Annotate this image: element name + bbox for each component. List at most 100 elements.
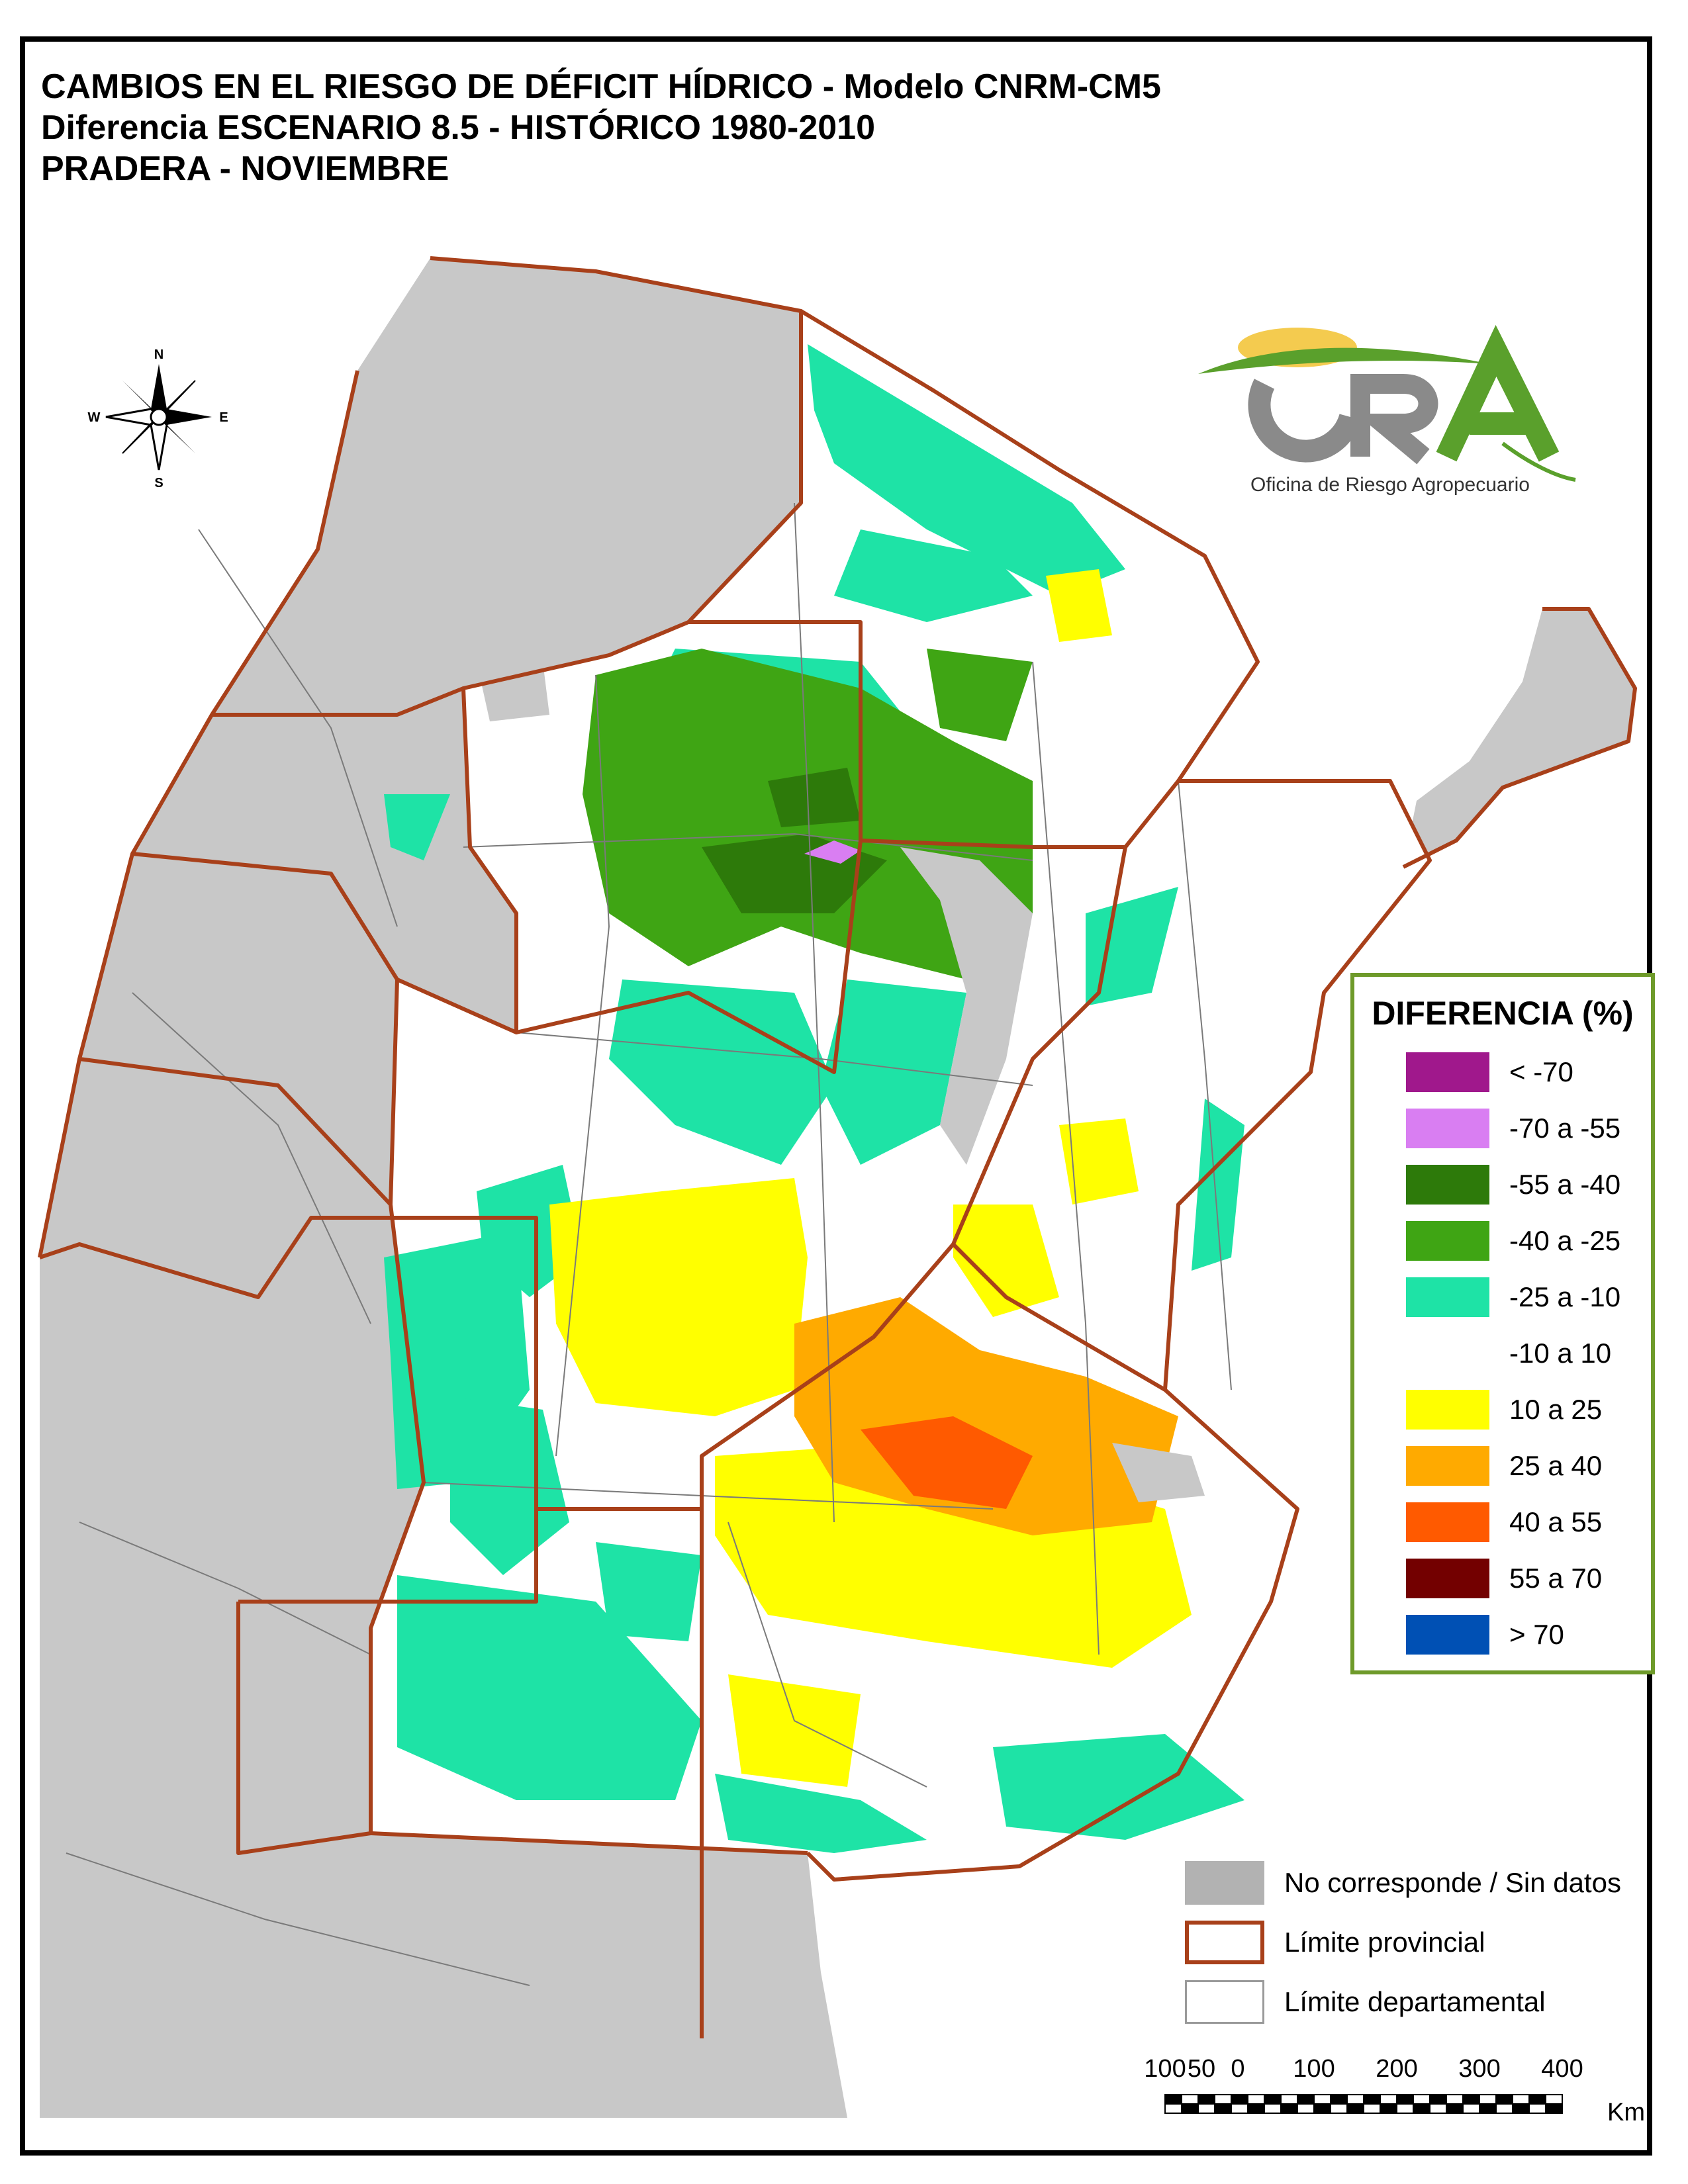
compass-n: N <box>154 347 164 362</box>
legend-swatch <box>1406 1559 1489 1598</box>
legend-label: -55 a -40 <box>1509 1169 1621 1200</box>
scale-segment <box>1462 2103 1480 2114</box>
legend-swatch <box>1406 1165 1489 1205</box>
boundary-legend-label: Límite departamental <box>1284 1986 1546 2017</box>
no-data-patches <box>477 662 1205 1502</box>
map-title: CAMBIOS EN EL RIESGO DE DÉFICIT HÍDRICO … <box>41 66 1161 189</box>
ora-logo-icon: Oficina de Riesgo Agropecuario <box>1198 324 1576 496</box>
scale-segment <box>1231 2094 1248 2105</box>
scale-segment <box>1197 2103 1215 2114</box>
legend-label: 40 a 55 <box>1509 1506 1603 1537</box>
scale-segment <box>1479 2094 1497 2105</box>
legend-label: -70 a -55 <box>1509 1113 1621 1144</box>
legend-item: -40 a -25 <box>1406 1220 1620 1262</box>
scale-segment <box>1446 2094 1464 2105</box>
legend-swatch <box>1406 1052 1489 1092</box>
scale-segment <box>1346 2103 1364 2114</box>
scale-segment <box>1330 2103 1348 2114</box>
scale-segment <box>1462 2094 1480 2105</box>
scale-segment <box>1264 2094 1282 2105</box>
scale-tick-label: 0 <box>1231 2055 1245 2083</box>
legend-item: > 70 <box>1406 1614 1564 1656</box>
scale-segment <box>1429 2103 1447 2114</box>
scale-segment <box>1346 2094 1364 2105</box>
scale-segment <box>1380 2094 1397 2105</box>
scale-segment <box>1231 2103 1248 2114</box>
scale-segment <box>1264 2103 1282 2114</box>
scale-segment <box>1528 2103 1546 2114</box>
scale-segment <box>1363 2094 1381 2105</box>
scale-tick-label: 300 <box>1458 2055 1501 2083</box>
scale-unit: Km <box>1607 2099 1645 2126</box>
scale-tick-label: 100 <box>1293 2055 1335 2083</box>
legend-swatch <box>1406 1221 1489 1261</box>
scale-segment <box>1479 2103 1497 2114</box>
legend-swatch <box>1406 1277 1489 1317</box>
legend-item: -70 a -55 <box>1406 1107 1620 1150</box>
scale-segment <box>1181 2094 1199 2105</box>
boundary-legend-item: No corresponde / Sin datos <box>1185 1860 1621 1906</box>
legend-label: -40 a -25 <box>1509 1225 1621 1256</box>
scale-segment <box>1247 2094 1265 2105</box>
legend-item: 40 a 55 <box>1406 1501 1602 1543</box>
boundary-legend-swatch <box>1185 1980 1264 2024</box>
scale-bar: 100 50 0 100 200 300 400 Km <box>1144 2055 1655 2154</box>
scale-segment <box>1413 2094 1430 2105</box>
scale-segment <box>1280 2103 1298 2114</box>
scale-segment <box>1297 2103 1315 2114</box>
ora-logo: Oficina de Riesgo Agropecuario <box>1185 311 1595 510</box>
scale-segment <box>1396 2094 1414 2105</box>
scale-segment <box>1380 2103 1397 2114</box>
scale-segment <box>1247 2103 1265 2114</box>
boundary-legend-swatch <box>1185 1921 1264 1964</box>
scale-segment <box>1396 2103 1414 2114</box>
zone-purple <box>804 841 861 864</box>
scale-segment <box>1545 2094 1563 2105</box>
legend-boundaries: No corresponde / Sin datos Límite provinc… <box>1185 1860 1662 2038</box>
scale-segment <box>1545 2103 1563 2114</box>
scale-segment <box>1214 2094 1232 2105</box>
scale-segment <box>1164 2103 1182 2114</box>
no-data-west <box>40 258 847 2118</box>
scale-tick-label: 100 <box>1144 2055 1186 2083</box>
compass-e: E <box>219 410 228 425</box>
legend-title: DIFERENCIA (%) <box>1372 995 1634 1032</box>
scale-segment <box>1512 2103 1530 2114</box>
scale-segment <box>1280 2094 1298 2105</box>
scale-tick-label: 400 <box>1541 2055 1583 2083</box>
scale-segment <box>1413 2103 1430 2114</box>
legend-swatch <box>1406 1502 1489 1542</box>
legend-label: 55 a 70 <box>1509 1563 1603 1594</box>
scale-segment <box>1495 2103 1513 2114</box>
legend-label: 25 a 40 <box>1509 1450 1603 1481</box>
zones-cyan <box>384 344 1244 1853</box>
boundary-legend-swatch <box>1185 1861 1264 1905</box>
scale-segment <box>1197 2094 1215 2105</box>
legend-label: -25 a -10 <box>1509 1281 1621 1312</box>
scale-segment <box>1313 2094 1331 2105</box>
compass-icon: N S W E <box>88 347 228 490</box>
department-lines <box>66 502 1232 1986</box>
legend-item: < -70 <box>1406 1051 1573 1093</box>
boundary-legend-item: Límite provincial <box>1185 1919 1485 1966</box>
boundary-legend-label: Límite provincial <box>1284 1927 1485 1958</box>
legend-item: 55 a 70 <box>1406 1557 1602 1600</box>
scale-segment <box>1297 2094 1315 2105</box>
scale-segment <box>1164 2094 1182 2105</box>
title-line-3: PRADERA - NOVIEMBRE <box>41 150 449 188</box>
scale-tick-label: 50 <box>1187 2055 1216 2083</box>
scale-segment <box>1214 2103 1232 2114</box>
scale-bar-graphic <box>1164 2094 1563 2114</box>
legend-item: 25 a 40 <box>1406 1445 1602 1487</box>
legend-swatch <box>1406 1334 1489 1373</box>
legend-item: -10 a 10 <box>1406 1332 1611 1375</box>
scale-tick-label: 200 <box>1376 2055 1418 2083</box>
scale-segment <box>1446 2103 1464 2114</box>
zones-dark-orange <box>861 1416 1033 1509</box>
no-data-misiones <box>1403 609 1635 867</box>
scale-segment <box>1313 2103 1331 2114</box>
legend-item: 10 a 25 <box>1406 1388 1602 1431</box>
scale-segment <box>1512 2094 1530 2105</box>
legend-swatch <box>1406 1446 1489 1486</box>
